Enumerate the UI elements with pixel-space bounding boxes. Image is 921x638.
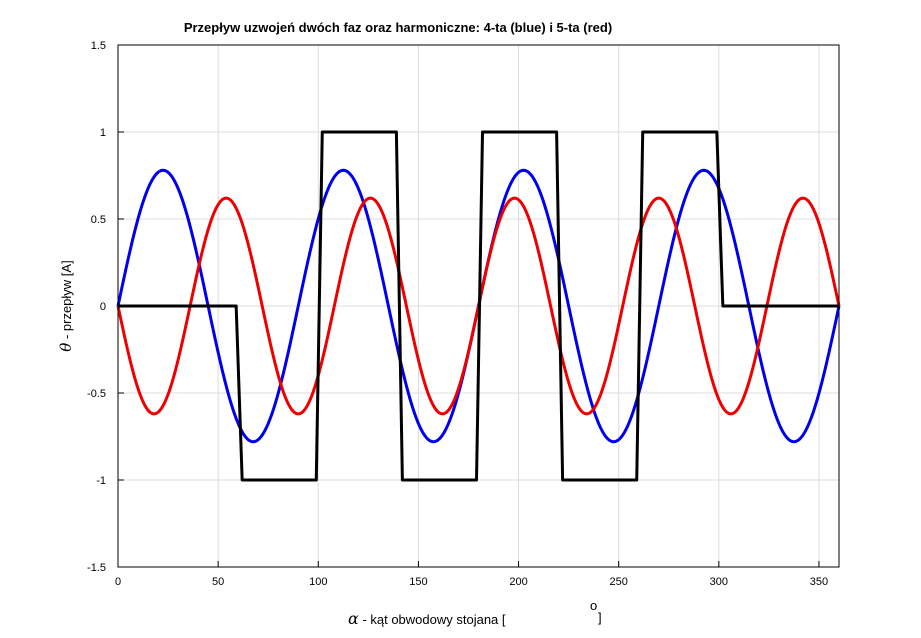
y-axis-text: - przepływ [A] (59, 260, 74, 339)
y-tick-label: -1 (96, 475, 106, 487)
y-tick-label: -0.5 (87, 388, 106, 400)
x-axis-label: α - kąt obwodowy stojana [ (348, 609, 506, 628)
series-line-black (118, 130, 839, 482)
y-tick-label: 1.5 (91, 40, 106, 52)
x-tick-label: 350 (810, 576, 828, 588)
x-tick-label: 250 (610, 576, 628, 588)
y-tick-label: 0 (100, 301, 106, 313)
y-tick-label: 0.5 (91, 214, 106, 226)
x-tick-label: 0 (115, 576, 121, 588)
x-axis-degree: o (590, 598, 597, 613)
x-axis-symbol: α (348, 609, 359, 628)
x-tick-label: 200 (509, 576, 527, 588)
chart-title: Przepływ uzwojeń dwóch faz oraz harmonic… (184, 20, 612, 35)
x-axis-text: - kąt obwodowy stojana [ (362, 612, 505, 627)
x-tick-label: 50 (212, 576, 224, 588)
tick-labels: 0 50 100 150 200 250 300 350 -1.5 -1 -0.5 0 0.5 1 1.5 (87, 40, 828, 588)
x-tick-label: 100 (309, 576, 327, 588)
y-tick-label: 1 (100, 127, 106, 139)
x-tick-label: 150 (409, 576, 427, 588)
y-axis-symbol: θ (57, 343, 75, 352)
y-axis-label: θ - przepływ [A] (57, 260, 75, 351)
x-axis-bracket: ] (598, 610, 602, 625)
series-group (116, 130, 841, 482)
x-tick-label: 300 (710, 576, 728, 588)
y-tick-label: -1.5 (87, 562, 106, 574)
